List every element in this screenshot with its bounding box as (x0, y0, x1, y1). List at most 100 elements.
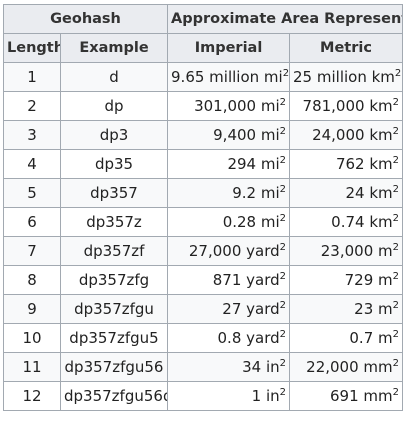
imperial-cell: 0.28 mi2 (167, 207, 291, 237)
metric-cell-exponent: 2 (394, 68, 402, 79)
length-cell: 8 (3, 265, 61, 295)
length-cell-text: 4 (27, 155, 37, 173)
table-row: 1 d 9.65 million mi2 25 million km2 (3, 62, 404, 92)
length-cell: 9 (3, 294, 61, 324)
imperial-cell-text: 34 in (242, 358, 280, 376)
metric-cell-exponent: 2 (392, 155, 400, 166)
metric-cell: 0.74 km2 (289, 207, 404, 237)
table-row: 2 dp 301,000 mi2 781,000 km2 (3, 91, 404, 121)
length-cell-text: 12 (22, 387, 42, 405)
metric-cell-exponent: 2 (392, 213, 400, 224)
metric-cell-text: 729 m (344, 271, 393, 289)
length-cell: 3 (3, 120, 61, 150)
imperial-cell-exponent: 2 (279, 126, 287, 137)
metric-cell: 23 m2 (289, 294, 404, 324)
imperial-cell-exponent: 2 (279, 155, 287, 166)
metric-cell-exponent: 2 (392, 358, 400, 369)
table-row: 8 dp357zfg 871 yard2 729 m2 (3, 265, 404, 295)
imperial-cell-text: 0.28 mi (222, 213, 280, 231)
imperial-column-header: Imperial (167, 33, 291, 63)
example-cell: dp357zfgu (59, 294, 169, 324)
imperial-cell-text: 871 yard (212, 271, 280, 289)
metric-cell-exponent: 2 (392, 97, 400, 108)
imperial-cell: 9.2 mi2 (167, 178, 291, 208)
metric-cell-exponent: 2 (392, 271, 400, 282)
table-row: 3 dp3 9,400 mi2 24,000 km2 (3, 120, 404, 150)
example-cell: d (59, 62, 169, 92)
length-cell-text: 11 (22, 358, 42, 376)
length-cell-text: 3 (27, 126, 37, 144)
metric-cell: 781,000 km2 (289, 91, 404, 121)
example-cell-text: dp3 (99, 126, 129, 144)
length-cell: 1 (3, 62, 61, 92)
example-cell-text: dp357zfg (78, 271, 150, 289)
geohash-group-header: Geohash (2, 4, 169, 34)
metric-cell-exponent: 2 (392, 387, 400, 398)
example-cell-text: dp357zf (83, 242, 145, 260)
geohash-area-table: Geohash Approximate Area Represented Len… (2, 4, 404, 411)
length-cell: 2 (3, 91, 61, 121)
table-row: 12 dp357zfgu56d 1 in2 691 mm2 (3, 381, 404, 411)
table-row: 9 dp357zfgu 27 yard2 23 m2 (3, 294, 404, 324)
imperial-cell-text: 301,000 mi (194, 97, 280, 115)
imperial-cell-text: 9.2 mi (232, 184, 280, 202)
metric-cell-text: 24 km (345, 184, 393, 202)
imperial-cell-exponent: 2 (279, 300, 287, 311)
imperial-cell: 871 yard2 (167, 265, 291, 295)
imperial-cell-text: 1 in (251, 387, 280, 405)
header-row-columns: Length Example Imperial Metric (3, 33, 404, 63)
example-cell: dp357zf (59, 236, 169, 266)
metric-cell-text: 23 m (354, 300, 393, 318)
example-cell-text: dp357zfgu (74, 300, 154, 318)
metric-cell-text: 691 mm (330, 387, 393, 405)
length-cell-text: 5 (27, 184, 37, 202)
length-cell-text: 10 (22, 329, 42, 347)
length-cell-text: 6 (27, 213, 37, 231)
metric-cell-text: 0.7 m (349, 329, 393, 347)
length-cell-text: 1 (27, 68, 37, 86)
length-cell: 10 (3, 323, 61, 353)
example-cell-text: dp357zfgu56 (64, 358, 164, 376)
imperial-cell-exponent: 2 (279, 271, 287, 282)
length-cell: 7 (3, 236, 61, 266)
example-cell: dp357 (59, 178, 169, 208)
imperial-cell: 0.8 yard2 (167, 323, 291, 353)
table-row: 4 dp35 294 mi2 762 km2 (3, 149, 404, 179)
imperial-cell-exponent: 2 (279, 387, 287, 398)
imperial-cell: 301,000 mi2 (167, 91, 291, 121)
metric-cell-exponent: 2 (392, 184, 400, 195)
example-cell: dp357zfgu5 (59, 323, 169, 353)
table-row: 6 dp357z 0.28 mi2 0.74 km2 (3, 207, 404, 237)
length-cell-text: 8 (27, 271, 37, 289)
imperial-cell-text: 294 mi (227, 155, 280, 173)
example-cell: dp357zfgu56d (59, 381, 169, 411)
table-row: 5 dp357 9.2 mi2 24 km2 (3, 178, 404, 208)
metric-cell-exponent: 2 (392, 300, 400, 311)
metric-cell-text: 24,000 km (312, 126, 393, 144)
example-cell-text: dp (104, 97, 124, 115)
length-cell: 5 (3, 178, 61, 208)
example-cell: dp (59, 91, 169, 121)
metric-cell-exponent: 2 (392, 126, 400, 137)
example-cell-text: dp357zfgu5 (69, 329, 159, 347)
metric-cell-exponent: 2 (392, 242, 400, 253)
imperial-cell-text: 27 yard (222, 300, 280, 318)
example-cell: dp357zfg (59, 265, 169, 295)
metric-cell: 24 km2 (289, 178, 404, 208)
imperial-cell-exponent: 2 (279, 242, 287, 253)
metric-cell: 24,000 km2 (289, 120, 404, 150)
metric-cell: 0.7 m2 (289, 323, 404, 353)
table-row: 7 dp357zf 27,000 yard2 23,000 m2 (3, 236, 404, 266)
example-column-header: Example (59, 33, 169, 63)
imperial-cell-exponent: 2 (279, 329, 287, 340)
metric-cell: 23,000 m2 (289, 236, 404, 266)
metric-cell: 762 km2 (289, 149, 404, 179)
imperial-cell-exponent: 2 (279, 97, 287, 108)
imperial-cell: 27,000 yard2 (167, 236, 291, 266)
table-row: 11 dp357zfgu56 34 in2 22,000 mm2 (3, 352, 404, 382)
example-cell: dp3 (59, 120, 169, 150)
table-body: 1 d 9.65 million mi2 25 million km2 2 dp 301,0… (3, 62, 404, 411)
example-cell: dp35 (59, 149, 169, 179)
metric-cell-text: 23,000 m (320, 242, 393, 260)
imperial-cell-text: 9,400 mi (213, 126, 280, 144)
